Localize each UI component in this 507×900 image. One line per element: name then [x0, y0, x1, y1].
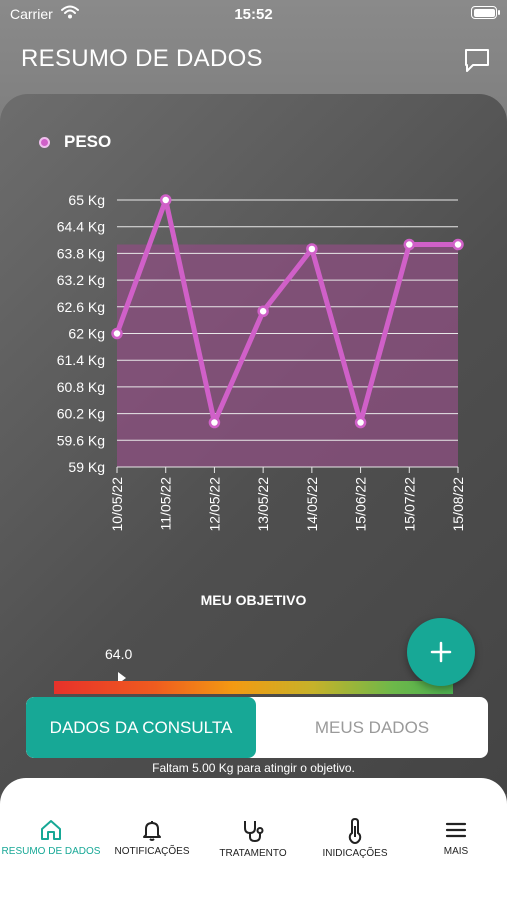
series-line-peso [114, 197, 458, 425]
y-tick-label: 62 Kg [68, 326, 105, 342]
tab-label: TRATAMENTO [219, 848, 287, 859]
data-point [354, 416, 367, 429]
y-tick-label: 59 Kg [68, 459, 105, 475]
data-point [257, 305, 269, 317]
page-title: RESUMO DE DADOS [21, 45, 263, 72]
y-tick-label: 61.4 Kg [57, 352, 105, 368]
tab-tratamento[interactable]: TRATAMENTO [198, 818, 308, 859]
y-tick-label: 64.4 Kg [57, 219, 105, 235]
bell-icon [143, 821, 161, 841]
data-point [208, 416, 221, 429]
x-tick-label: 15/08/22 [450, 477, 466, 532]
data-point [306, 243, 318, 255]
chat-bubble-icon[interactable] [463, 46, 491, 74]
x-tick-label: 15/06/22 [353, 477, 369, 532]
goal-progress-bar [54, 681, 453, 694]
tab-meus-dados[interactable]: MEUS DADOS [314, 717, 430, 737]
x-tick-label: 10/05/22 [109, 477, 125, 532]
x-tick-label: 11/05/22 [158, 477, 174, 531]
tab-resumo-de-dados[interactable]: RESUMO DE DADOS [0, 818, 106, 857]
tab-label: NOTIFICAÇÕES [114, 846, 190, 857]
data-point [111, 327, 123, 340]
legend-label: PESO [64, 132, 112, 151]
tab-label: MAIS [443, 846, 469, 857]
tab-label: INIDICAÇÕES [322, 848, 388, 859]
data-point [403, 238, 416, 251]
x-tick-label: 15/07/22 [401, 477, 417, 532]
wifi-icon [61, 5, 79, 24]
goal-remaining-text: Faltam 5.00 Kg para atingir o objetivo. [152, 761, 355, 775]
y-tick-label: 59.6 Kg [57, 432, 105, 448]
data-point [452, 238, 464, 251]
data-segment-control: DADOS DA CONSULTA MEUS DADOS [26, 697, 488, 758]
y-tick-label: 62.6 Kg [57, 299, 105, 315]
clock: 15:52 [234, 6, 273, 23]
goal-value: 64.0 [105, 646, 133, 662]
add-button[interactable] [407, 618, 475, 686]
weight-chart: 59 Kg 59.6 Kg 60.2 Kg 60.8 Kg 61.4 Kg 62 Kg 62… [57, 192, 466, 532]
bottom-tab-bar: RESUMO DE DADOS NOTIFICAÇÕES TRATAMENTO … [0, 778, 507, 900]
y-tick-label: 63.8 Kg [57, 245, 105, 261]
y-tick-label: 60.8 Kg [57, 379, 105, 395]
thermometer-icon [348, 818, 362, 844]
chart-legend: PESO [39, 132, 111, 152]
plus-icon [430, 641, 452, 663]
goal-marker [118, 672, 126, 684]
data-point [159, 194, 172, 206]
x-tick-label: 13/05/22 [255, 477, 271, 532]
y-tick-label: 63.2 Kg [57, 272, 105, 288]
carrier-label: Carrier [10, 6, 53, 22]
status-bar: Carrier 15:52 [0, 0, 507, 28]
x-tick-label: 12/05/22 [206, 477, 222, 532]
stethoscope-icon [244, 821, 264, 843]
battery-icon [471, 6, 500, 19]
tab-notificacoes[interactable]: NOTIFICAÇÕES [97, 818, 207, 857]
tab-mais[interactable]: MAIS [401, 818, 507, 857]
tab-label: RESUMO DE DADOS [1, 846, 101, 857]
tab-indicacoes[interactable]: INIDICAÇÕES [300, 818, 410, 859]
tab-dados-consulta[interactable]: DADOS DA CONSULTA [26, 697, 256, 758]
goal-title: MEU OBJETIVO [200, 592, 307, 608]
legend-dot [39, 136, 50, 148]
home-icon [41, 820, 61, 840]
x-tick-label: 14/05/22 [304, 477, 320, 532]
y-tick-label: 60.2 Kg [57, 406, 105, 422]
menu-icon [445, 822, 467, 838]
y-tick-label: 65 Kg [68, 192, 105, 208]
